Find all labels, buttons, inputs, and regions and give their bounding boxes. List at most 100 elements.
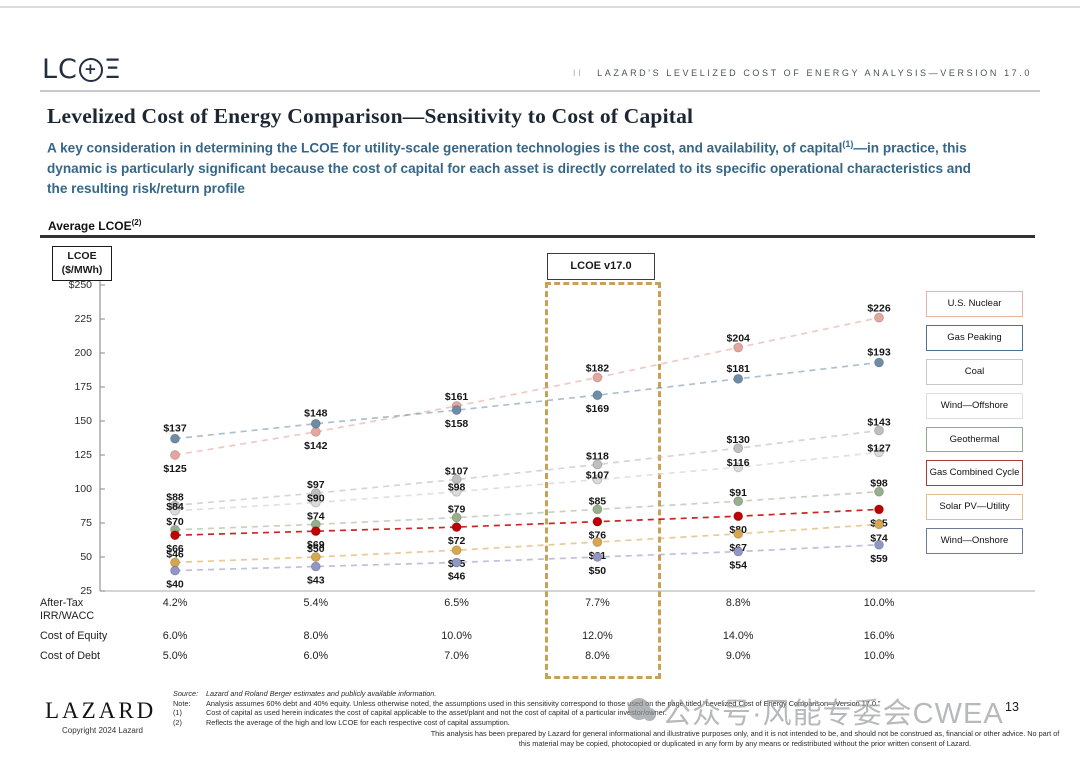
data-point-label: $161 bbox=[445, 391, 469, 403]
data-point-marker bbox=[170, 557, 180, 568]
table-cell-value: 8.8% bbox=[725, 597, 751, 609]
data-point-label: $125 bbox=[163, 463, 187, 475]
data-point-marker bbox=[451, 486, 462, 497]
data-point-marker bbox=[733, 496, 744, 507]
y-axis-tick-label: 100 bbox=[74, 483, 92, 495]
series-line-solar-pv-utility bbox=[174, 523, 880, 564]
data-point-marker bbox=[733, 546, 744, 557]
legend-item-coal: Coal bbox=[926, 358, 1023, 385]
data-point-marker bbox=[310, 426, 321, 437]
table-cell-value: 5.4% bbox=[303, 597, 329, 609]
data-point-label: $84 bbox=[166, 501, 184, 513]
legend-item-geothermal: Geothermal bbox=[926, 426, 1023, 453]
data-point-marker bbox=[170, 530, 180, 541]
y-axis-tick-label: 150 bbox=[74, 415, 92, 427]
data-point-label: $130 bbox=[727, 434, 751, 446]
y-axis-tick-label: 25 bbox=[80, 585, 92, 597]
footnote-label: Note: bbox=[173, 698, 191, 708]
disclaimer-text: This analysis has been prepared by Lazar… bbox=[430, 729, 1060, 748]
data-point-marker bbox=[733, 462, 744, 473]
table-cell-value: 10.0% bbox=[863, 597, 895, 609]
footnote-text: Lazard and Roland Berger estimates and p… bbox=[206, 689, 437, 698]
data-point-marker bbox=[733, 443, 744, 454]
data-point-marker bbox=[874, 312, 884, 323]
data-point-marker bbox=[451, 401, 462, 412]
legend-item-gas-peaking: Gas Peaking bbox=[926, 324, 1023, 351]
legend-item-u-s-nuclear: U.S. Nuclear bbox=[926, 291, 1023, 317]
data-point-marker bbox=[733, 528, 744, 539]
data-point-label: $46 bbox=[448, 570, 466, 582]
series-line-geothermal bbox=[174, 490, 880, 531]
footnote-row: Note: Analysis assumes 60% debt and 40% e… bbox=[173, 699, 1053, 709]
header-rule bbox=[40, 90, 1040, 92]
legend-item-wind-offshore: Wind—Offshore bbox=[926, 392, 1023, 419]
data-point-label: $91 bbox=[729, 487, 747, 499]
data-point-label: $46 bbox=[166, 548, 184, 560]
section-label-footnote-ref: (2) bbox=[131, 218, 142, 227]
data-point-marker bbox=[170, 524, 180, 535]
data-point-marker bbox=[451, 474, 462, 485]
table-cell-value: 6.0% bbox=[162, 630, 188, 642]
data-point-marker bbox=[170, 500, 180, 511]
logo-circle-plus-icon: + bbox=[78, 57, 103, 82]
y-axis-tick-label: 175 bbox=[74, 381, 92, 393]
data-point-marker bbox=[310, 497, 321, 508]
data-point-label: $137 bbox=[163, 423, 187, 435]
y-axis-title-box: LCOE ($/MWh) bbox=[52, 246, 112, 281]
data-point-label: $204 bbox=[727, 333, 751, 345]
data-point-marker bbox=[733, 511, 744, 522]
data-point-marker bbox=[874, 425, 884, 436]
data-point-label: $116 bbox=[727, 457, 750, 469]
series-line-coal bbox=[174, 429, 880, 507]
data-point-label: $98 bbox=[870, 478, 888, 490]
footnote-text: Analysis assumes 60% debt and 40% equity… bbox=[206, 698, 881, 708]
subtitle-text-cont: —in practice, this dynamic is particular… bbox=[47, 140, 971, 197]
chart-section-label: Average LCOE(2) bbox=[48, 218, 141, 233]
table-row-label: Cost of Equity bbox=[40, 630, 108, 642]
subtitle-footnote-ref: (1) bbox=[842, 139, 854, 149]
table-cell-value: 7.0% bbox=[444, 650, 469, 662]
y-axis-title-line2: ($/MWh) bbox=[61, 263, 103, 276]
data-point-label: $43 bbox=[307, 575, 325, 587]
y-axis-tick-label: 50 bbox=[80, 551, 92, 563]
data-point-label: $181 bbox=[727, 363, 751, 375]
series-line-wind-offshore bbox=[174, 451, 880, 512]
data-point-marker bbox=[874, 447, 884, 458]
lcoe-version-label: LCOE v17.0 bbox=[547, 253, 655, 280]
data-point-marker bbox=[874, 504, 884, 515]
logo-text-lc: LC bbox=[42, 54, 78, 85]
data-point-marker bbox=[451, 557, 462, 568]
data-point-marker bbox=[874, 519, 884, 530]
table-cell-value: 6.0% bbox=[303, 650, 329, 662]
data-point-label: $88 bbox=[166, 491, 184, 503]
data-point-label: $80 bbox=[729, 524, 747, 536]
chart-legend: U.S. Nuclear Gas Peaking Coal Wind—Offshore… bbox=[926, 291, 1023, 554]
data-point-label: $90 bbox=[307, 493, 325, 505]
data-point-label: $70 bbox=[166, 516, 184, 528]
page-subtitle: A key consideration in determining the L… bbox=[47, 138, 995, 200]
footnote-label: (2) bbox=[173, 717, 182, 727]
lcoe-logo: LC + Ξ bbox=[42, 54, 122, 85]
data-point-label: $67 bbox=[729, 542, 747, 554]
series-line-gas-peaking bbox=[174, 361, 880, 440]
data-point-label: $54 bbox=[729, 560, 747, 572]
data-point-marker bbox=[310, 519, 321, 530]
logo-text-xi: Ξ bbox=[103, 54, 122, 85]
data-point-label: $72 bbox=[448, 535, 466, 547]
footnote-row: (2) Reflects the average of the high and … bbox=[173, 718, 1053, 728]
data-point-label: $74 bbox=[307, 510, 325, 522]
section-rule bbox=[40, 235, 1035, 238]
y-axis-tick-label: 125 bbox=[74, 449, 92, 461]
footnote-label: Source: bbox=[173, 689, 199, 698]
table-cell-value: 6.5% bbox=[444, 597, 469, 609]
data-point-marker bbox=[310, 561, 321, 572]
data-point-label: $97 bbox=[307, 479, 325, 491]
data-point-label: $40 bbox=[166, 579, 184, 591]
eyebrow-section-numeral: II bbox=[572, 68, 584, 78]
top-border-rule bbox=[0, 6, 1080, 8]
data-point-label: $66 bbox=[166, 543, 184, 555]
data-point-marker bbox=[310, 552, 321, 562]
data-point-marker bbox=[874, 539, 884, 550]
table-cell-value: 4.2% bbox=[162, 597, 188, 609]
subtitle-text: A key consideration in determining the L… bbox=[47, 140, 843, 156]
